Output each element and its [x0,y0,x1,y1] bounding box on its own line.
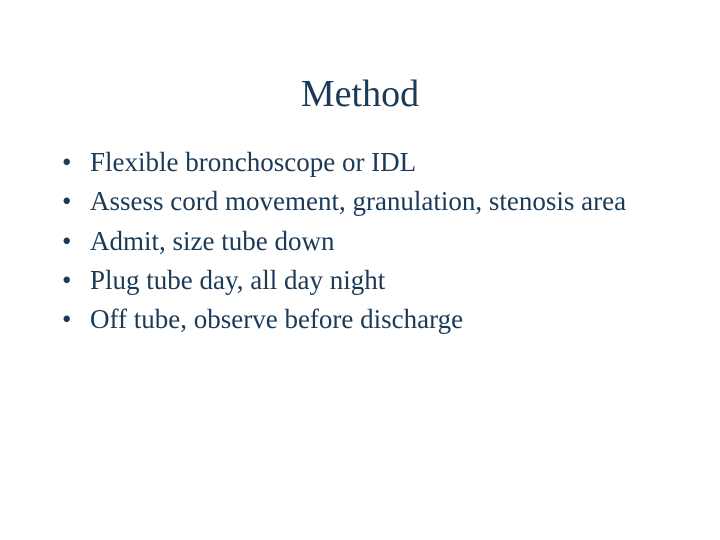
bullet-list: Flexible bronchoscope or IDL Assess cord… [0,144,720,338]
slide: Method Flexible bronchoscope or IDL Asse… [0,0,720,540]
list-item: Plug tube day, all day night [60,262,680,299]
list-item: Off tube, observe before discharge [60,301,680,338]
slide-title: Method [0,0,720,144]
list-item: Assess cord movement, granulation, steno… [60,183,680,220]
list-item: Admit, size tube down [60,223,680,260]
list-item: Flexible bronchoscope or IDL [60,144,680,181]
